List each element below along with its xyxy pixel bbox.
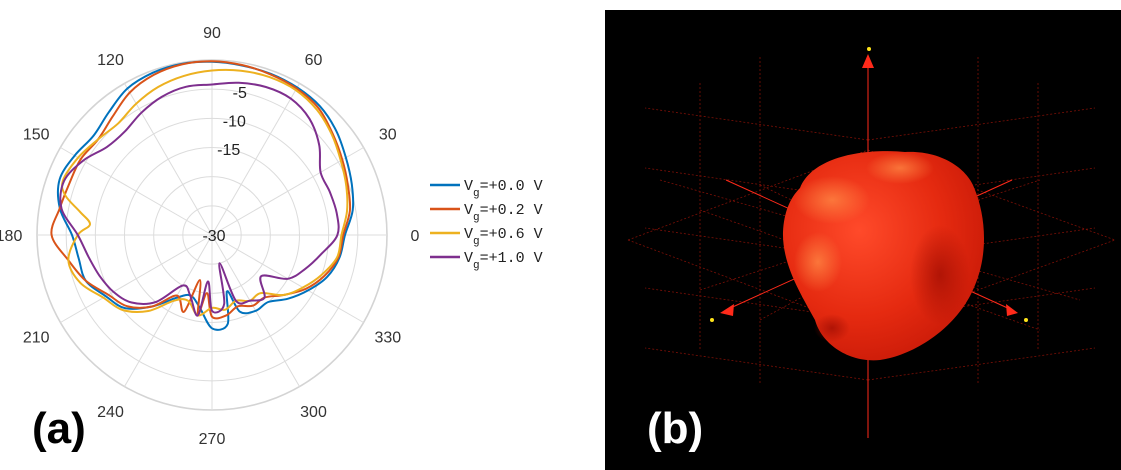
grid-spoke <box>124 83 213 236</box>
polar-plot-panel: 0 30 60 90 120 150 180 210 240 270 300 330 -30 -15 -1… <box>0 25 420 448</box>
polar-grid <box>36 59 388 411</box>
surface-highlight <box>794 232 842 292</box>
radial-tick-labels: -30 -15 -10 -5 <box>202 85 247 245</box>
radial-tick-label: -30 <box>202 228 225 245</box>
series-line-3 <box>59 81 340 317</box>
angle-tick-labels: 0 30 60 90 120 150 180 210 240 270 300 330 <box>0 25 420 448</box>
panel-label-b: (b) <box>647 404 703 453</box>
z-axis-arrow-icon <box>862 54 874 68</box>
angle-tick-label: 180 <box>0 228 22 245</box>
angle-tick-label: 120 <box>97 52 124 69</box>
grid-spoke <box>60 147 213 236</box>
legend-label: Vg=+1.0 V <box>464 250 543 272</box>
angle-tick-label: 0 <box>411 228 420 245</box>
radial-tick-label: -5 <box>233 85 247 102</box>
series-line-0 <box>56 60 355 331</box>
legend: Vg=+0.0 VVg=+0.2 VVg=+0.6 VVg=+1.0 V <box>430 178 543 272</box>
panel-label-a: (a) <box>32 404 86 453</box>
axis-label-mark <box>1024 318 1028 322</box>
angle-tick-label: 240 <box>97 404 124 421</box>
legend-label: Vg=+0.2 V <box>464 202 543 224</box>
grid-spoke <box>211 83 300 236</box>
surface-highlight <box>866 152 934 184</box>
radial-tick-label: -15 <box>217 142 240 159</box>
surface-shadow <box>910 225 970 325</box>
grid-spoke <box>60 234 213 323</box>
angle-tick-label: 60 <box>305 52 323 69</box>
surface-highlight <box>794 176 870 224</box>
3d-pattern-panel: (b) <box>605 10 1121 470</box>
angle-tick-label: 210 <box>23 330 50 347</box>
radial-tick-label: -10 <box>223 114 246 131</box>
series-line-1 <box>50 60 352 320</box>
x-axis-arrow-icon <box>720 304 734 316</box>
grid-spoke <box>211 147 364 236</box>
legend-label: Vg=+0.6 V <box>464 226 543 248</box>
axis-label-mark <box>710 318 714 322</box>
series-line-2 <box>61 68 349 317</box>
angle-tick-label: 300 <box>300 404 327 421</box>
legend-label: Vg=+0.0 V <box>464 178 543 200</box>
3d-axis-markers <box>710 47 1028 322</box>
angle-tick-label: 270 <box>199 431 226 448</box>
angle-tick-label: 90 <box>203 25 221 42</box>
surface-shadow <box>814 314 850 342</box>
axis-label-mark <box>867 47 871 51</box>
angle-tick-label: 330 <box>374 330 401 347</box>
angle-tick-label: 150 <box>23 127 50 144</box>
grid-spoke <box>124 234 213 387</box>
polar-series-group <box>50 60 355 331</box>
angle-tick-label: 30 <box>379 127 397 144</box>
y-axis-arrow-icon <box>1006 304 1018 316</box>
